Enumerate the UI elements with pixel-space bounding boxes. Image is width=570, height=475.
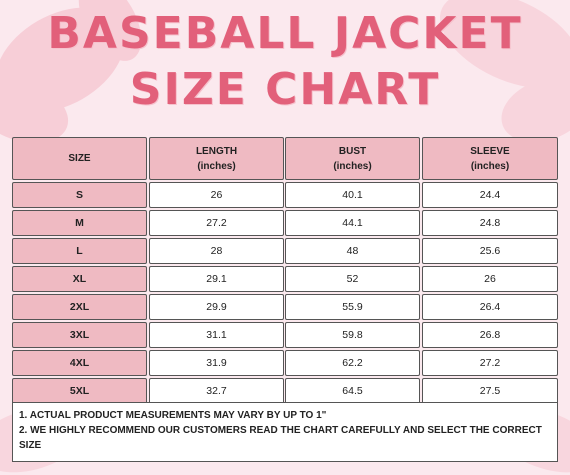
table-cell-bust: 52 <box>285 266 420 292</box>
table-cell-bust: 62.2 <box>285 350 420 376</box>
table-cell-sleeve: 24.4 <box>422 182 558 208</box>
header-length: LENGTH (inches) <box>149 137 284 180</box>
table-cell-length: 27.2 <box>149 210 284 236</box>
table-cell-bust: 59.8 <box>285 322 420 348</box>
table-cell-bust: 44.1 <box>285 210 420 236</box>
table-cell-sleeve: 24.8 <box>422 210 558 236</box>
size-label: 5XL <box>12 378 147 404</box>
size-label: S <box>12 182 147 208</box>
note-1: 1. ACTUAL PRODUCT MEASUREMENTS MAY VARY … <box>19 410 327 421</box>
table-cell-bust: 48 <box>285 238 420 264</box>
header-label: LENGTH <box>195 145 238 157</box>
table-cell-sleeve: 26.8 <box>422 322 558 348</box>
header-unit: (inches) <box>197 160 236 172</box>
header-label: BUST <box>338 145 367 157</box>
size-label: XL <box>12 266 147 292</box>
size-label: 4XL <box>12 350 147 376</box>
page-title-line2: SIZE CHART <box>129 64 441 115</box>
table-cell-length: 32.7 <box>149 378 284 404</box>
table-cell-length: 26 <box>149 182 284 208</box>
header-size: SIZE <box>12 137 147 180</box>
size-label: 2XL <box>12 294 147 320</box>
table-cell-bust: 64.5 <box>285 378 420 404</box>
table-cell-bust: 55.9 <box>285 294 420 320</box>
note-2: 2. WE HIGHLY RECOMMEND OUR CUSTOMERS REA… <box>19 425 542 451</box>
size-label: L <box>12 238 147 264</box>
header-unit: (inches) <box>333 160 372 172</box>
table-cell-length: 31.1 <box>149 322 284 348</box>
size-label: 3XL <box>12 322 147 348</box>
size-label: M <box>12 210 147 236</box>
table-cell-bust: 40.1 <box>285 182 420 208</box>
page-title-line1: BASEBALL JACKET <box>47 8 523 59</box>
table-cell-length: 29.9 <box>149 294 284 320</box>
table-cell-length: 29.1 <box>149 266 284 292</box>
header-sleeve: SLEEVE (inches) <box>422 137 558 180</box>
header-unit: (inches) <box>470 160 510 172</box>
header-label: SLEEVE <box>470 145 510 157</box>
table-cell-sleeve: 27.5 <box>422 378 558 404</box>
header-bust: BUST (inches) <box>285 137 420 180</box>
table-cell-sleeve: 25.6 <box>422 238 558 264</box>
table-cell-sleeve: 27.2 <box>422 350 558 376</box>
table-cell-length: 28 <box>149 238 284 264</box>
table-cell-length: 31.9 <box>149 350 284 376</box>
header-label: SIZE <box>68 153 91 164</box>
notes-box: 1. ACTUAL PRODUCT MEASUREMENTS MAY VARY … <box>12 402 558 462</box>
table-cell-sleeve: 26.4 <box>422 294 558 320</box>
table-cell-sleeve: 26 <box>422 266 558 292</box>
